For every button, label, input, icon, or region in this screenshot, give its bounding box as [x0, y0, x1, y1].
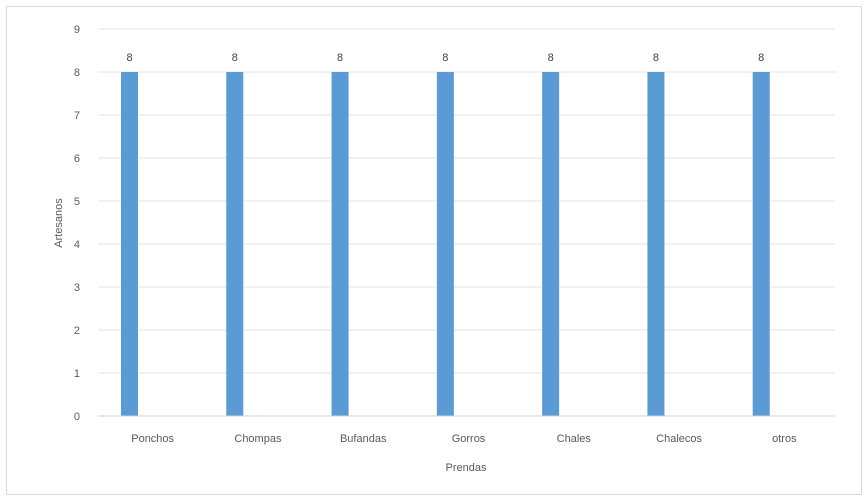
y-tick-label: 5	[74, 196, 80, 208]
data-label: 8	[232, 52, 238, 64]
bar-chompas	[226, 72, 244, 416]
chart-frame	[6, 6, 862, 495]
data-label: 8	[126, 52, 132, 64]
bar-gorros	[436, 72, 454, 416]
data-label: 8	[758, 52, 764, 64]
y-tick-label: 8	[74, 67, 80, 79]
y-tick-label: 3	[74, 282, 80, 294]
data-label: 8	[548, 52, 554, 64]
x-tick-label: Bufandas	[340, 433, 387, 445]
y-axis-title: Artesanos	[53, 198, 65, 248]
data-label: 8	[337, 52, 343, 64]
x-tick-label: Chales	[557, 433, 592, 445]
y-axis-ticks: 0 1 2 3 4 5 6 7 8 9	[74, 24, 80, 423]
x-tick-label: Gorros	[452, 433, 486, 445]
y-tick-label: 4	[74, 239, 80, 251]
y-tick-label: 2	[74, 325, 80, 337]
bar-chales	[542, 72, 560, 416]
data-label: 8	[653, 52, 659, 64]
bar-bufandas	[331, 72, 349, 416]
gridlines	[98, 28, 835, 374]
x-axis-ticks: Ponchos Chompas Bufandas Gorros Chales Chalec…	[131, 433, 797, 445]
x-tick-label: Chalecos	[656, 433, 702, 445]
bar-chalecos	[647, 72, 665, 416]
y-tick-label: 1	[74, 368, 80, 380]
data-labels: 8 8 8 8 8 8 8	[126, 52, 764, 64]
y-tick-label: 0	[74, 411, 80, 423]
data-label: 8	[442, 52, 448, 64]
bars	[121, 72, 770, 416]
y-tick-label: 6	[74, 153, 80, 165]
x-axis-title: Prendas	[446, 462, 487, 474]
x-tick-label: Chompas	[234, 433, 282, 445]
y-tick-label: 7	[74, 110, 80, 122]
bar-ponchos	[121, 72, 138, 416]
bar-otros	[752, 72, 770, 416]
y-tick-label: 9	[74, 24, 80, 36]
x-tick-label: otros	[772, 433, 797, 445]
x-tick-label: Ponchos	[131, 433, 174, 445]
